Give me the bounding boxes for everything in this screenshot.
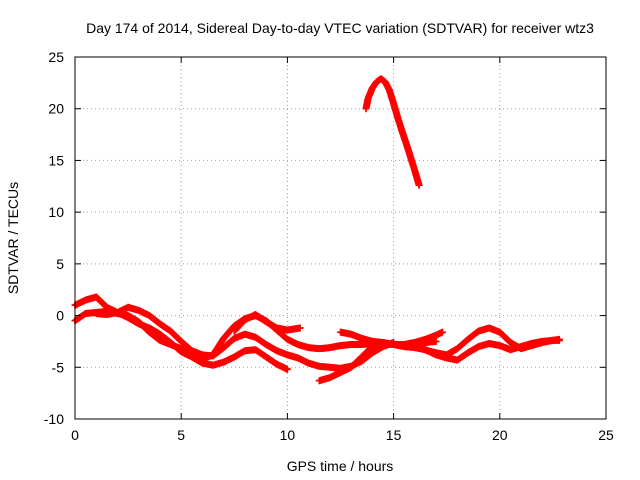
- grid: [75, 57, 606, 419]
- axis-ticks: 0 5 10 15 20 25 -10 -5 0 5 10 15 20 25: [44, 49, 614, 443]
- plot-area: [71, 75, 563, 385]
- y-tick-label: 0: [56, 308, 64, 324]
- data-point: [415, 181, 423, 189]
- plot-frame: [74, 56, 607, 420]
- data-point: [432, 337, 440, 345]
- data-point: [555, 336, 563, 344]
- y-tick-label: 5: [56, 256, 64, 272]
- series-arc-8: [362, 75, 423, 189]
- y-tick-label: 15: [48, 152, 64, 168]
- series-arc-3: [92, 303, 398, 372]
- series-arc-6: [337, 328, 446, 349]
- x-tick-label: 0: [71, 427, 79, 443]
- data-point: [283, 365, 291, 373]
- data-point: [438, 328, 446, 336]
- y-tick-label: -10: [44, 411, 64, 427]
- x-tick-label: 25: [598, 427, 614, 443]
- series-arc-7: [415, 324, 563, 359]
- data-point: [296, 324, 304, 332]
- y-tick-label: -5: [52, 359, 65, 375]
- x-tick-label: 15: [386, 427, 402, 443]
- y-tick-label: 20: [48, 101, 64, 117]
- x-tick-label: 10: [280, 427, 296, 443]
- y-tick-label: 10: [48, 204, 64, 220]
- x-tick-label: 20: [492, 427, 508, 443]
- x-axis-label: GPS time / hours: [287, 458, 394, 474]
- series-arc-4: [230, 311, 304, 335]
- chart-title: Day 174 of 2014, Sidereal Day-to-day VTE…: [86, 20, 594, 36]
- y-axis-label: SDTVAR / TECUs: [5, 182, 21, 294]
- x-tick-label: 5: [177, 427, 185, 443]
- y-tick-label: 25: [48, 49, 64, 65]
